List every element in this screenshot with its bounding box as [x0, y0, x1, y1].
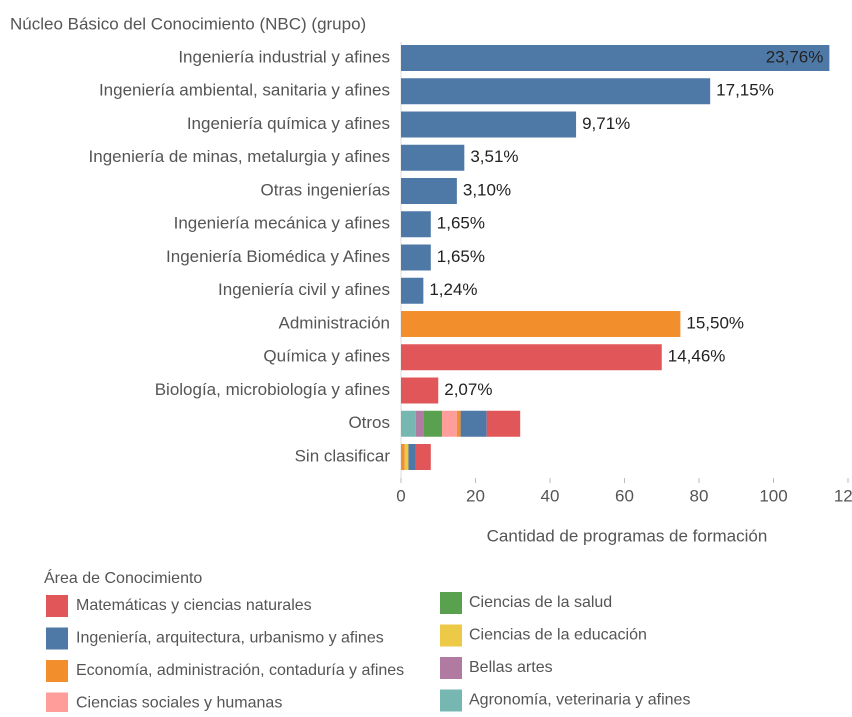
legend-swatch	[440, 689, 462, 712]
bar-segment	[486, 410, 521, 437]
bar-segment	[460, 410, 487, 437]
bar-segment	[401, 211, 431, 238]
bar-segment	[401, 78, 711, 105]
bar-segment	[401, 244, 431, 271]
x-tick-label: 120	[834, 486, 852, 505]
category-label: Ingeniería Biomédica y Afines	[166, 247, 390, 266]
x-tick-label: 100	[759, 486, 787, 505]
x-axis-label: Cantidad de programas de formación	[487, 526, 768, 545]
category-label: Ingeniería civil y afines	[218, 280, 390, 299]
legend-swatch	[46, 595, 68, 617]
data-label: 1,65%	[437, 247, 485, 266]
data-label: 17,15%	[716, 81, 774, 100]
data-label: 3,10%	[463, 180, 511, 199]
x-tick-label: 40	[541, 486, 560, 505]
data-label: 3,51%	[470, 147, 518, 166]
category-label: Ingeniería industrial y afines	[178, 47, 390, 66]
bar-segment	[401, 410, 416, 437]
bar-segment	[404, 444, 409, 470]
chart-title: Núcleo Básico del Conocimiento (NBC) (gr…	[10, 14, 366, 33]
bar-segment	[423, 410, 442, 437]
legend-title: Área de Conocimiento	[44, 568, 202, 587]
category-label: Ingeniería mecánica y afines	[174, 214, 390, 233]
bar-segment	[401, 344, 662, 371]
bar-segment	[401, 277, 424, 304]
legend-swatch	[440, 624, 462, 647]
category-label: Administración	[279, 313, 391, 332]
legend-swatch	[46, 692, 68, 715]
category-label: Biología, microbiología y afines	[155, 380, 390, 399]
data-label: 9,71%	[582, 114, 630, 133]
data-label: 14,46%	[668, 347, 726, 366]
legend-label: Ingeniería, arquitectura, urbanismo y af…	[76, 630, 384, 647]
bar-segment	[401, 444, 405, 470]
x-tick-label: 20	[466, 486, 485, 505]
data-label: 2,07%	[444, 380, 492, 399]
data-label: 23,76%	[766, 47, 824, 66]
legend-label: Ciencias de la educación	[469, 627, 647, 644]
legend-swatch	[46, 660, 68, 682]
category-label: Sin clasificar	[295, 446, 391, 465]
legend-label: Agronomía, veterinaria y afines	[469, 692, 690, 709]
legend-label: Matemáticas y ciencias naturales	[76, 597, 312, 614]
category-label: Química y afines	[263, 347, 390, 366]
bar-segment	[456, 410, 461, 437]
data-label: 1,65%	[437, 214, 485, 233]
bar-segment	[401, 111, 577, 138]
legend-swatch	[440, 657, 462, 679]
legend-label: Ciencias de la salud	[469, 594, 612, 611]
category-label: Ingeniería química y afines	[187, 114, 390, 133]
legend-swatch	[46, 627, 68, 650]
bar-segment	[401, 311, 681, 337]
x-tick-label: 80	[690, 486, 709, 505]
category-label: Ingeniería ambiental, sanitaria y afines	[99, 81, 390, 100]
bar-segment	[415, 444, 431, 470]
data-label: 15,50%	[686, 313, 744, 332]
bar-segment	[415, 410, 424, 437]
legend-label: Ciencias sociales y humanas	[76, 695, 282, 712]
category-label: Ingeniería de minas, metalurgia y afines	[89, 147, 390, 166]
category-label: Otros	[348, 413, 390, 432]
data-label: 1,24%	[429, 280, 477, 299]
bar-segment	[401, 178, 457, 204]
legend-label: Bellas artes	[469, 659, 553, 676]
legend-label: Economía, administración, contaduría y a…	[76, 662, 404, 679]
bar-segment	[401, 45, 830, 71]
legend-swatch	[440, 592, 462, 614]
x-tick-label: 0	[396, 486, 405, 505]
x-tick-label: 60	[615, 486, 634, 505]
category-label: Otras ingenierías	[261, 180, 390, 199]
bar-segment	[441, 410, 457, 437]
bar-segment	[401, 377, 439, 404]
bar-segment	[401, 144, 465, 171]
bar-segment	[408, 444, 416, 470]
